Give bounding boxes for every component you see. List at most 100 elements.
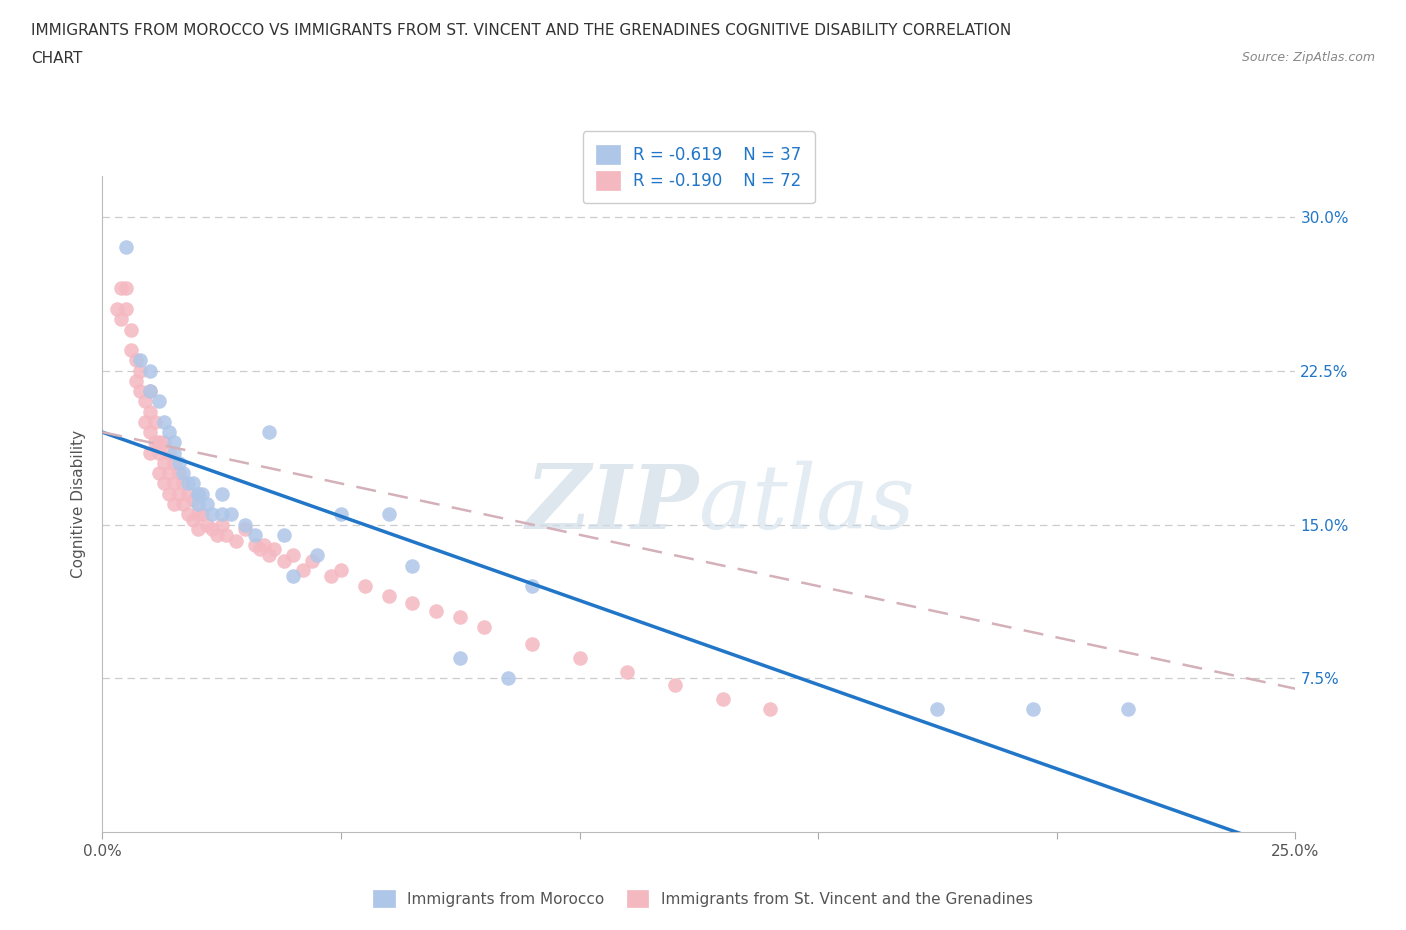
Point <box>211 507 233 522</box>
Point <box>353 578 375 593</box>
Point <box>153 456 176 471</box>
Point <box>157 466 180 481</box>
Point <box>187 521 209 536</box>
Point <box>195 497 218 512</box>
Point <box>568 650 591 665</box>
Point <box>711 692 734 707</box>
Point <box>187 486 209 501</box>
Point <box>664 677 686 692</box>
Point <box>157 486 180 501</box>
Point <box>157 445 180 460</box>
Point <box>105 301 128 316</box>
Point <box>181 492 204 507</box>
Point <box>195 517 218 532</box>
Point <box>139 405 162 419</box>
Text: atlas: atlas <box>699 460 914 548</box>
Point <box>110 281 132 296</box>
Point <box>148 394 170 409</box>
Point <box>472 619 495 634</box>
Point <box>211 486 233 501</box>
Point <box>181 513 204 528</box>
Point <box>1022 702 1045 717</box>
Point <box>191 486 214 501</box>
Point <box>211 517 233 532</box>
Point <box>187 497 209 512</box>
Point <box>259 425 281 440</box>
Text: CHART: CHART <box>31 51 83 66</box>
Point <box>259 548 281 563</box>
Point <box>115 281 138 296</box>
Point <box>520 578 543 593</box>
Point <box>148 445 170 460</box>
Point <box>191 507 214 522</box>
Point <box>520 636 543 651</box>
Point <box>129 352 152 367</box>
Point <box>187 507 209 522</box>
Point <box>157 425 180 440</box>
Point <box>273 527 295 542</box>
Point <box>143 415 166 430</box>
Text: Source: ZipAtlas.com: Source: ZipAtlas.com <box>1241 51 1375 64</box>
Point <box>177 486 200 501</box>
Y-axis label: Cognitive Disability: Cognitive Disability <box>72 430 86 578</box>
Point <box>205 527 228 542</box>
Point <box>263 541 285 556</box>
Point <box>177 476 200 491</box>
Point <box>153 435 176 450</box>
Point <box>301 554 323 569</box>
Point <box>291 563 314 578</box>
Point <box>172 476 194 491</box>
Point <box>129 363 152 378</box>
Point <box>187 486 209 501</box>
Point <box>225 534 247 549</box>
Point <box>124 373 146 388</box>
Point <box>927 702 949 717</box>
Point <box>134 415 156 430</box>
Point <box>148 466 170 481</box>
Point <box>329 507 352 522</box>
Point <box>163 445 186 460</box>
Point <box>425 604 447 618</box>
Point <box>153 476 176 491</box>
Point <box>177 507 200 522</box>
Point <box>167 486 190 501</box>
Point <box>139 363 162 378</box>
Point <box>449 609 471 624</box>
Point <box>201 521 224 536</box>
Point <box>134 394 156 409</box>
Point <box>759 702 782 717</box>
Point <box>163 456 186 471</box>
Point <box>401 558 423 573</box>
Text: ZIP: ZIP <box>526 460 699 547</box>
Point <box>139 445 162 460</box>
Point <box>401 595 423 610</box>
Point <box>377 589 399 604</box>
Point <box>281 548 304 563</box>
Point <box>616 665 638 680</box>
Point <box>163 435 186 450</box>
Point <box>305 548 328 563</box>
Point <box>110 312 132 326</box>
Point <box>243 527 266 542</box>
Point <box>129 384 152 399</box>
Point <box>120 342 142 357</box>
Point <box>163 497 186 512</box>
Point <box>167 456 190 471</box>
Point <box>321 568 343 583</box>
Point <box>273 554 295 569</box>
Legend: R = -0.619    N = 37, R = -0.190    N = 72: R = -0.619 N = 37, R = -0.190 N = 72 <box>583 131 814 203</box>
Point <box>215 527 238 542</box>
Point <box>1118 702 1140 717</box>
Point <box>139 425 162 440</box>
Point <box>235 517 257 532</box>
Point <box>449 650 471 665</box>
Point <box>219 507 242 522</box>
Point <box>148 435 170 450</box>
Point <box>172 497 194 512</box>
Point <box>281 568 304 583</box>
Point <box>172 466 194 481</box>
Point <box>201 507 224 522</box>
Point <box>167 466 190 481</box>
Point <box>115 240 138 255</box>
Point <box>163 476 186 491</box>
